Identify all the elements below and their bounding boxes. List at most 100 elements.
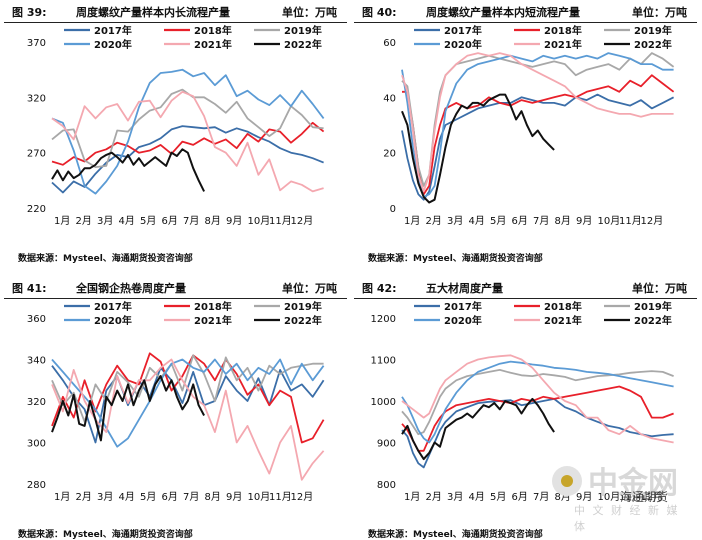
legend-label: 2022年 [284, 314, 322, 327]
figure-title: 周度螺纹产量样本内长流程产量 [76, 6, 230, 19]
x-tick-label: 2月 [76, 491, 92, 503]
watermark-logo: 中金网 海通期货 中 文 财 经 新 媒 体 [540, 452, 690, 533]
figure-number: 图 41: [12, 282, 47, 295]
figure-unit: 单位：万吨 [282, 6, 337, 19]
series-line [51, 68, 325, 195]
x-tick-label: 5月 [490, 491, 506, 503]
series-line [51, 148, 205, 192]
x-tick-label: 10月 [598, 491, 621, 503]
series-line [401, 385, 674, 452]
x-tick-label: 9月 [576, 215, 592, 227]
panel-fig40: 图 40: 周度螺纹产量样本内短流程产量 单位：万吨 0 20 40 60 1月 2月 3月… [354, 2, 697, 264]
x-tick-label: 10月 [248, 215, 271, 227]
panel-title-bar: 图 39: 周度螺纹产量样本内长流程产量 单位：万吨 [4, 2, 347, 23]
x-tick-label: 12月 [291, 215, 314, 227]
y-tick-label: 320 [27, 93, 46, 104]
legend-label: 2017年 [94, 300, 132, 313]
series-line [401, 93, 675, 201]
legend-label: 2022年 [284, 38, 322, 51]
legend-label: 2022年 [634, 38, 672, 51]
legend-label: 2018年 [544, 300, 582, 313]
x-tick-label: 8月 [205, 215, 221, 227]
y-tick-label: 1100 [371, 356, 396, 367]
x-tick-label: 10月 [598, 215, 621, 227]
series-line [51, 354, 324, 423]
data-source: 数据来源：Mysteel、海通期货投资咨询部 [18, 254, 193, 264]
y-tick-label: 270 [27, 149, 46, 160]
legend-label: 2019年 [284, 300, 322, 313]
y-tick-label: 220 [27, 204, 46, 215]
panel-fig39: 图 39: 周度螺纹产量样本内长流程产量 单位：万吨 220 270 320 370 1… [4, 2, 347, 264]
y-tick-label: 360 [27, 314, 46, 325]
panel-title-bar: 图 42: 五大材周度产量 单位：万吨 [354, 278, 697, 299]
x-tick-label: 3月 [447, 215, 463, 227]
x-tick-label: 7月 [183, 491, 199, 503]
series-line [401, 398, 674, 469]
y-tick-label: 20 [383, 149, 396, 160]
x-tick-label: 1月 [54, 491, 70, 503]
panel-title-bar: 图 40: 周度螺纹产量样本内短流程产量 单位：万吨 [354, 2, 697, 23]
legend-label: 2019年 [634, 24, 672, 37]
x-tick-label: 8月 [555, 215, 571, 227]
x-tick-label: 6月 [512, 491, 528, 503]
series-line [51, 375, 205, 442]
series-line [51, 90, 324, 193]
legend-label: 2018年 [544, 24, 582, 37]
legend-label: 2017年 [444, 24, 482, 37]
legend-label: 2020年 [94, 38, 132, 51]
x-tick-label: 10月 [248, 491, 271, 503]
x-tick-label: 9月 [576, 491, 592, 503]
x-tick-label: 2月 [426, 215, 442, 227]
y-tick-label: 900 [377, 439, 396, 450]
x-tick-label: 12月 [641, 491, 664, 503]
y-tick-label: 1200 [371, 314, 396, 325]
x-tick-label: 1月 [404, 491, 420, 503]
legend-label: 2018年 [194, 24, 232, 37]
legend-label: 2021年 [544, 314, 582, 327]
y-tick-label: 280 [27, 480, 46, 491]
x-tick-label: 2月 [426, 491, 442, 503]
y-tick-label: 320 [27, 397, 46, 408]
x-tick-label: 8月 [205, 491, 221, 503]
series-line [401, 369, 674, 436]
x-tick-label: 4月 [469, 215, 485, 227]
x-tick-label: 3月 [97, 215, 113, 227]
legend-label: 2017年 [444, 300, 482, 313]
panel-fig41: 图 41: 全国钢企热卷周度产量 单位：万吨 280 300 320 340 360 1月… [4, 278, 347, 540]
x-tick-label: 6月 [162, 491, 178, 503]
watermark-subtitle: 中 文 财 经 新 媒 体 [574, 504, 680, 533]
series-line [401, 52, 674, 198]
watermark-dot-icon [561, 475, 573, 487]
series-line [401, 360, 674, 444]
data-source: 数据来源：Mysteel、海通期货投资咨询部 [18, 530, 193, 540]
y-tick-label: 300 [27, 439, 46, 450]
x-tick-label: 7月 [533, 215, 549, 227]
x-tick-label: 4月 [119, 215, 135, 227]
y-tick-label: 800 [377, 480, 396, 491]
watermark-brand: 海通期货 [620, 490, 669, 504]
series-line [51, 352, 325, 444]
figure-title: 全国钢企热卷周度产量 [76, 282, 186, 295]
x-tick-label: 4月 [469, 491, 485, 503]
watermark-text: 中金网 [588, 466, 678, 501]
figure-title: 周度螺纹产量样本内短流程产量 [426, 6, 580, 19]
legend-label: 2020年 [444, 38, 482, 51]
line-chart: 280 300 320 340 360 1月 2月 3月 4月 5月 6月 7月 8月 9月 10月11月1… [27, 300, 325, 503]
data-source: 数据来源：Mysteel、海通期货投资咨询部 [368, 530, 543, 540]
x-tick-label: 1月 [404, 215, 420, 227]
data-source: 数据来源：Mysteel、海通期货投资咨询部 [368, 254, 543, 264]
y-tick-label: 1000 [371, 397, 396, 408]
legend-label: 2020年 [444, 314, 482, 327]
legend-label: 2021年 [194, 314, 232, 327]
series-line [51, 358, 325, 448]
x-tick-label: 9月 [226, 215, 242, 227]
series-line [401, 354, 674, 444]
figure-unit: 单位：万吨 [632, 6, 687, 19]
series-line [401, 52, 674, 193]
x-tick-label: 11月 [619, 215, 642, 227]
x-tick-label: 5月 [490, 215, 506, 227]
y-tick-label: 370 [27, 38, 46, 49]
figure-number: 图 42: [362, 282, 397, 295]
